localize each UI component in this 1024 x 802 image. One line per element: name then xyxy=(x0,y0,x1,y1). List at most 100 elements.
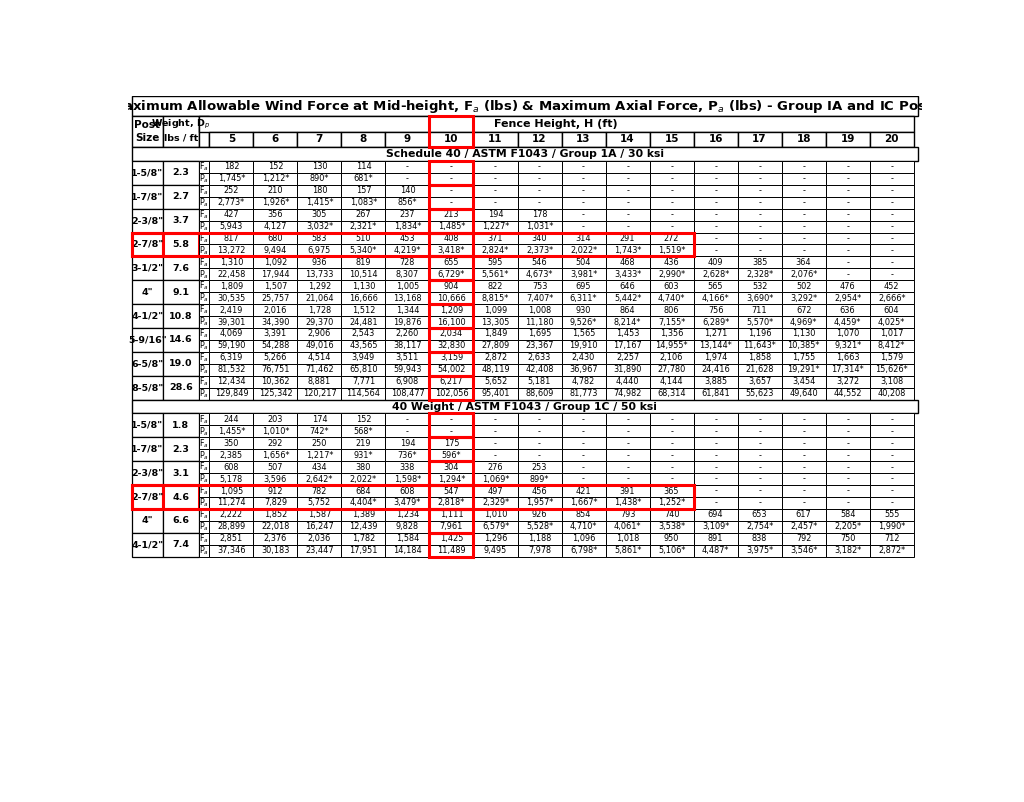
Bar xyxy=(341,485,385,497)
Bar xyxy=(693,132,737,147)
Bar xyxy=(517,328,561,340)
Bar xyxy=(825,364,869,376)
Bar xyxy=(199,387,209,399)
Bar xyxy=(649,545,693,557)
Text: -: - xyxy=(758,439,761,448)
Bar xyxy=(649,184,693,196)
Text: 12,434: 12,434 xyxy=(217,377,246,387)
Bar xyxy=(253,328,297,340)
Bar xyxy=(209,473,253,485)
Text: -: - xyxy=(582,451,585,460)
Bar xyxy=(649,437,693,449)
Bar xyxy=(209,209,253,221)
Bar xyxy=(429,257,473,269)
Bar xyxy=(561,233,605,245)
Bar xyxy=(825,437,869,449)
Bar xyxy=(209,340,253,352)
Text: 497: 497 xyxy=(487,487,503,496)
Bar xyxy=(649,304,693,316)
Bar xyxy=(561,257,605,269)
Bar xyxy=(737,184,781,196)
Bar xyxy=(561,269,605,280)
Bar xyxy=(825,184,869,196)
Bar xyxy=(517,509,561,520)
Bar xyxy=(649,533,693,545)
Text: 1,130: 1,130 xyxy=(352,282,375,291)
Text: 608: 608 xyxy=(223,463,240,472)
Text: -: - xyxy=(758,174,761,184)
Bar xyxy=(385,449,429,461)
Text: 7,155*: 7,155* xyxy=(658,318,685,326)
Text: -: - xyxy=(846,439,849,448)
Bar xyxy=(341,132,385,147)
Bar xyxy=(429,132,473,147)
Text: 31,890: 31,890 xyxy=(613,365,642,375)
Text: 2,642*: 2,642* xyxy=(306,475,333,484)
Bar xyxy=(429,461,473,485)
Text: -: - xyxy=(407,415,409,424)
Bar xyxy=(163,352,199,376)
Bar xyxy=(869,257,913,269)
Bar xyxy=(605,485,649,497)
Bar xyxy=(163,304,199,328)
Text: 4-1/2": 4-1/2" xyxy=(131,541,164,549)
Bar xyxy=(737,316,781,328)
Bar xyxy=(561,545,605,557)
Bar xyxy=(869,269,913,280)
Bar xyxy=(199,304,209,316)
Text: 2-7/8": 2-7/8" xyxy=(131,492,164,501)
Bar xyxy=(341,304,385,316)
Bar xyxy=(693,340,737,352)
Text: 114: 114 xyxy=(355,162,372,172)
Text: 2,328*: 2,328* xyxy=(746,269,773,279)
Text: 2-3/8": 2-3/8" xyxy=(131,468,164,478)
Bar xyxy=(649,520,693,533)
Bar xyxy=(825,425,869,437)
Text: -: - xyxy=(714,174,717,184)
Bar xyxy=(605,473,649,485)
Text: 617: 617 xyxy=(796,510,811,520)
Bar xyxy=(517,387,561,399)
Text: 276: 276 xyxy=(487,463,503,472)
Text: 17,314*: 17,314* xyxy=(831,365,864,375)
Text: 456: 456 xyxy=(531,487,548,496)
Bar xyxy=(473,509,517,520)
Text: -: - xyxy=(714,427,717,435)
Text: 756: 756 xyxy=(708,306,723,314)
Text: 210: 210 xyxy=(267,186,284,195)
Bar xyxy=(385,269,429,280)
Text: -: - xyxy=(450,427,453,435)
Bar xyxy=(297,257,341,269)
Bar xyxy=(825,209,869,221)
Text: 4": 4" xyxy=(141,516,154,525)
Text: 3,690*: 3,690* xyxy=(746,294,773,302)
Bar xyxy=(605,545,649,557)
Text: 7.6: 7.6 xyxy=(172,264,189,273)
Text: -: - xyxy=(758,499,761,508)
Bar xyxy=(253,132,297,147)
Bar xyxy=(209,497,253,509)
Text: 502: 502 xyxy=(796,282,811,291)
Text: 2,222: 2,222 xyxy=(220,510,243,520)
Text: -: - xyxy=(846,246,849,255)
Bar xyxy=(737,449,781,461)
Text: -: - xyxy=(802,222,805,231)
Bar xyxy=(561,132,605,147)
Bar xyxy=(781,376,825,387)
Bar xyxy=(253,352,297,364)
Text: 584: 584 xyxy=(840,510,855,520)
Bar xyxy=(605,449,649,461)
Text: 936: 936 xyxy=(311,258,328,267)
Text: 365: 365 xyxy=(664,487,679,496)
Bar xyxy=(605,221,649,233)
Bar xyxy=(561,209,605,221)
Bar xyxy=(517,269,561,280)
Bar xyxy=(781,161,825,173)
Text: -: - xyxy=(670,439,673,448)
Text: -: - xyxy=(538,415,541,424)
Text: -: - xyxy=(802,451,805,460)
Bar xyxy=(429,161,473,173)
Text: 912: 912 xyxy=(267,487,284,496)
Bar xyxy=(199,497,209,509)
Bar xyxy=(825,328,869,340)
